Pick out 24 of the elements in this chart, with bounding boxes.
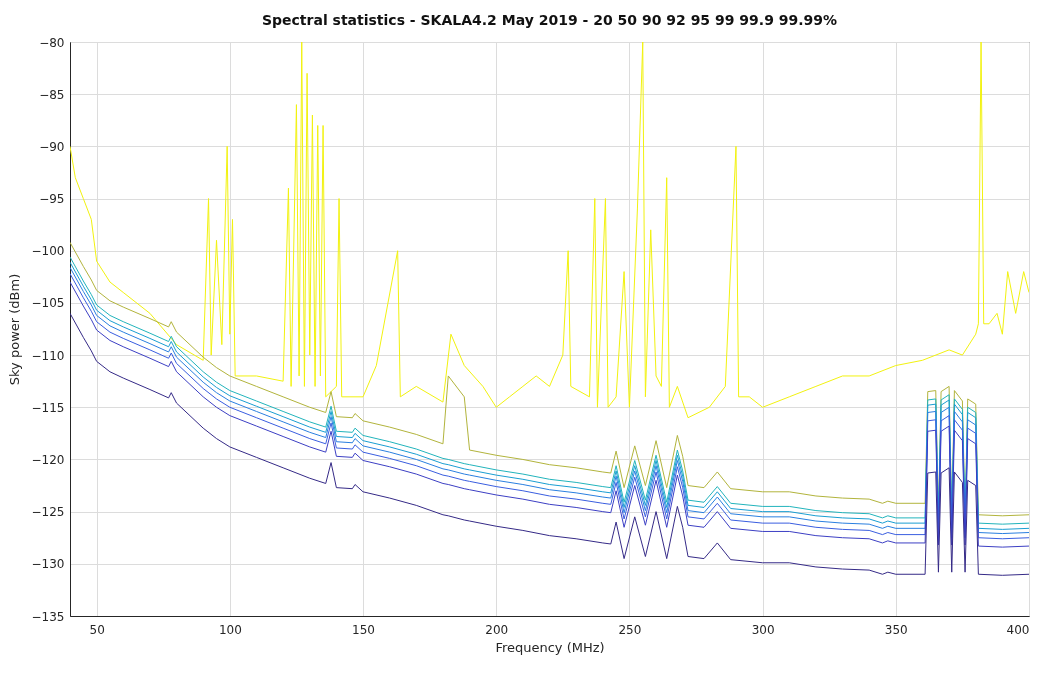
y-tick-label: −125 (31, 505, 65, 520)
x-tick-label: 350 (884, 622, 908, 637)
chart-title: Spectral statistics - SKALA4.2 May 2019 - 20 50 90 92 95 99 99.9 99.99% (261, 12, 838, 28)
y-tick-label: −120 (31, 452, 65, 467)
y-tick-label: −105 (31, 296, 65, 311)
y-tick-label: −110 (31, 348, 65, 363)
y-tick-label: −115 (31, 400, 65, 415)
x-tick-label: 150 (352, 622, 375, 637)
y-tick-label: −80 (39, 35, 65, 50)
x-tick-label: 100 (218, 622, 242, 637)
y-tick-label: −130 (31, 557, 65, 572)
y-tick-label: −90 (39, 139, 65, 154)
x-tick-label: 300 (751, 622, 775, 637)
y-tick-label: −85 (39, 87, 65, 102)
x-tick-label: 400 (1006, 622, 1030, 637)
x-axis-title: Frequency (MHz) (495, 639, 605, 655)
x-tick-label: 250 (618, 622, 642, 637)
y-tick-label: −95 (39, 192, 65, 207)
line-series (70, 312, 1029, 576)
x-tick-label: 50 (89, 622, 105, 637)
y-tick-label: −100 (31, 244, 65, 259)
y-axis-title: Sky power (dBm) (6, 273, 22, 386)
x-tick-label: 200 (485, 622, 509, 637)
y-tick-label: −135 (31, 609, 65, 624)
